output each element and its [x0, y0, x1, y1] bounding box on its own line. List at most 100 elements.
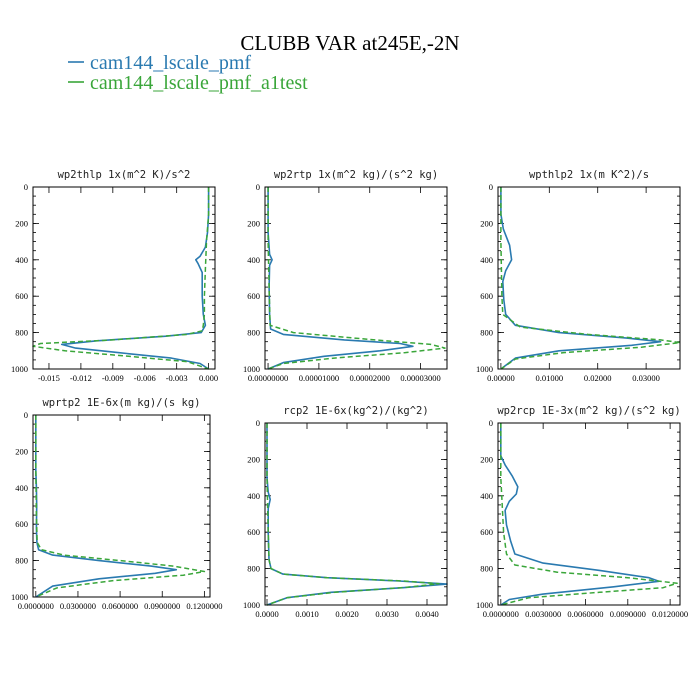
panel-4: wprtp2 1E-6x(m kg)/(s kg) 0 200 400 600 800 10…: [11, 397, 222, 611]
series-line-2: [267, 187, 446, 370]
series-line-1: [500, 423, 660, 606]
x-tick-label: 0.0030000: [525, 609, 561, 619]
y-tick-label: 200: [480, 218, 493, 228]
x-tick-label: -0.003: [166, 373, 188, 383]
x-tick-label: 0.00003000: [400, 373, 440, 383]
series-line-2: [500, 423, 678, 606]
x-tick-label: 0.0900000: [144, 601, 180, 611]
x-tick-label: 0.1200000: [186, 601, 222, 611]
y-tick-label: 400: [480, 255, 493, 265]
y-tick-label: 600: [247, 527, 260, 537]
series-line-2: [266, 423, 440, 606]
y-tick-label: 600: [15, 519, 28, 529]
x-tick-label: 0.0060000: [567, 609, 603, 619]
y-tick-label: 800: [15, 328, 28, 338]
x-tick-label: 0.0000: [255, 609, 278, 619]
series-line-1: [266, 423, 448, 606]
y-tick-label: 1000: [11, 364, 28, 374]
y-tick-label: 400: [247, 255, 260, 265]
y-tick-label: 800: [247, 564, 260, 574]
x-tick-label: 0.0120000: [652, 609, 688, 619]
x-tick-label: -0.012: [70, 373, 92, 383]
x-tick-label: 0.00000000: [248, 373, 288, 383]
legend-label-1: cam144_lscale_pmf: [90, 52, 251, 74]
y-tick-label: 200: [15, 218, 28, 228]
y-tick-label: 1000: [243, 600, 260, 610]
y-tick-label: 800: [15, 556, 28, 566]
series-line-1: [500, 187, 662, 370]
x-tick-label: 0.0600000: [102, 601, 138, 611]
y-tick-label: 1000: [11, 592, 28, 602]
series-line-2: [35, 415, 206, 598]
series-line-1: [35, 415, 178, 598]
y-tick-label: 600: [480, 527, 493, 537]
y-tick-label: 1000: [476, 364, 493, 374]
x-tick-label: 0.00002000: [350, 373, 390, 383]
y-tick-label: 400: [15, 255, 28, 265]
panels: wp2thlp 1x(m^2 K)/s^2 0 200 400 600 800 1000 -0…: [11, 169, 688, 619]
y-tick-label: 800: [480, 564, 493, 574]
x-tick-label: 0.0010: [295, 609, 318, 619]
y-tick-label: 200: [247, 454, 260, 464]
legend: cam144_lscale_pmf cam144_lscale_pmf_a1te…: [68, 52, 308, 94]
y-tick-label: 400: [247, 491, 260, 501]
y-tick-label: 0: [489, 182, 493, 192]
panel-title: wprtp2 1E-6x(m kg)/(s kg): [42, 397, 200, 409]
y-tick-label: 800: [480, 328, 493, 338]
y-tick-label: 200: [480, 454, 493, 464]
plot-frame: [264, 186, 448, 370]
y-tick-label: 0: [256, 418, 260, 428]
x-tick-label: 0.000: [199, 373, 218, 383]
panel-title: wp2rtp 1x(m^2 kg)/(s^2 kg): [274, 169, 438, 181]
series-line-2: [32, 187, 210, 370]
x-tick-label: -0.015: [38, 373, 60, 383]
plot-frame: [497, 186, 681, 370]
panel-title: wp2thlp 1x(m^2 K)/s^2: [58, 169, 191, 181]
y-tick-label: 200: [247, 218, 260, 228]
y-tick-label: 1000: [243, 364, 260, 374]
panel-title: wp2rcp 1E-3x(m^2 kg)/(s^2 kg): [497, 405, 680, 417]
y-tick-label: 200: [15, 446, 28, 456]
x-tick-label: 0.03000: [632, 373, 660, 383]
x-tick-label: 0.0000000: [483, 609, 519, 619]
x-tick-label: 0.0030: [375, 609, 398, 619]
x-tick-label: 0.00000: [487, 373, 515, 383]
x-tick-label: 0.01000: [535, 373, 563, 383]
x-tick-label: 0.00001000: [299, 373, 339, 383]
y-tick-label: 0: [24, 410, 28, 420]
panel-1: wp2thlp 1x(m^2 K)/s^2 0 200 400 600 800 1000 -0…: [11, 169, 218, 383]
y-tick-label: 600: [247, 291, 260, 301]
y-tick-label: 0: [24, 182, 28, 192]
x-tick-label: 0.0300000: [60, 601, 96, 611]
y-tick-label: 800: [247, 328, 260, 338]
y-tick-label: 0: [489, 418, 493, 428]
y-tick-label: 600: [480, 291, 493, 301]
plot-frame: [497, 422, 681, 606]
panel-6: wp2rcp 1E-3x(m^2 kg)/(s^2 kg) 0 200 400 600 8…: [476, 405, 688, 619]
plot-frame: [32, 414, 211, 598]
figure-title: CLUBB VAR at245E,-2N: [240, 31, 459, 55]
panel-title: wpthlp2 1x(m K^2)/s: [529, 169, 649, 181]
x-tick-label: -0.009: [102, 373, 124, 383]
panel-2: wp2rtp 1x(m^2 kg)/(s^2 kg) 0 200 400 600 800 1…: [243, 169, 448, 383]
series-line-1: [60, 187, 210, 370]
panel-3: wpthlp2 1x(m K^2)/s 0 200 400 600 800 10000.00…: [476, 169, 681, 383]
x-tick-label: 0.0000000: [18, 601, 54, 611]
panel-5: rcp2 1E-6x(kg^2)/(kg^2) 0 200 400 600 800 1000…: [243, 405, 448, 619]
x-tick-label: 0.0090000: [610, 609, 646, 619]
x-tick-label: 0.0020: [335, 609, 358, 619]
panel-title: rcp2 1E-6x(kg^2)/(kg^2): [283, 405, 428, 417]
y-tick-label: 1000: [476, 600, 493, 610]
x-tick-label: 0.02000: [584, 373, 612, 383]
x-tick-label: -0.006: [134, 373, 156, 383]
y-tick-label: 0: [256, 182, 260, 192]
y-tick-label: 600: [15, 291, 28, 301]
series-line-1: [267, 187, 414, 370]
x-tick-label: 0.0040: [415, 609, 438, 619]
plot-frame: [264, 422, 448, 606]
plot-frame: [32, 186, 216, 370]
series-line-2: [500, 187, 681, 370]
legend-label-2: cam144_lscale_pmf_a1test: [90, 72, 308, 94]
y-tick-label: 400: [480, 491, 493, 501]
